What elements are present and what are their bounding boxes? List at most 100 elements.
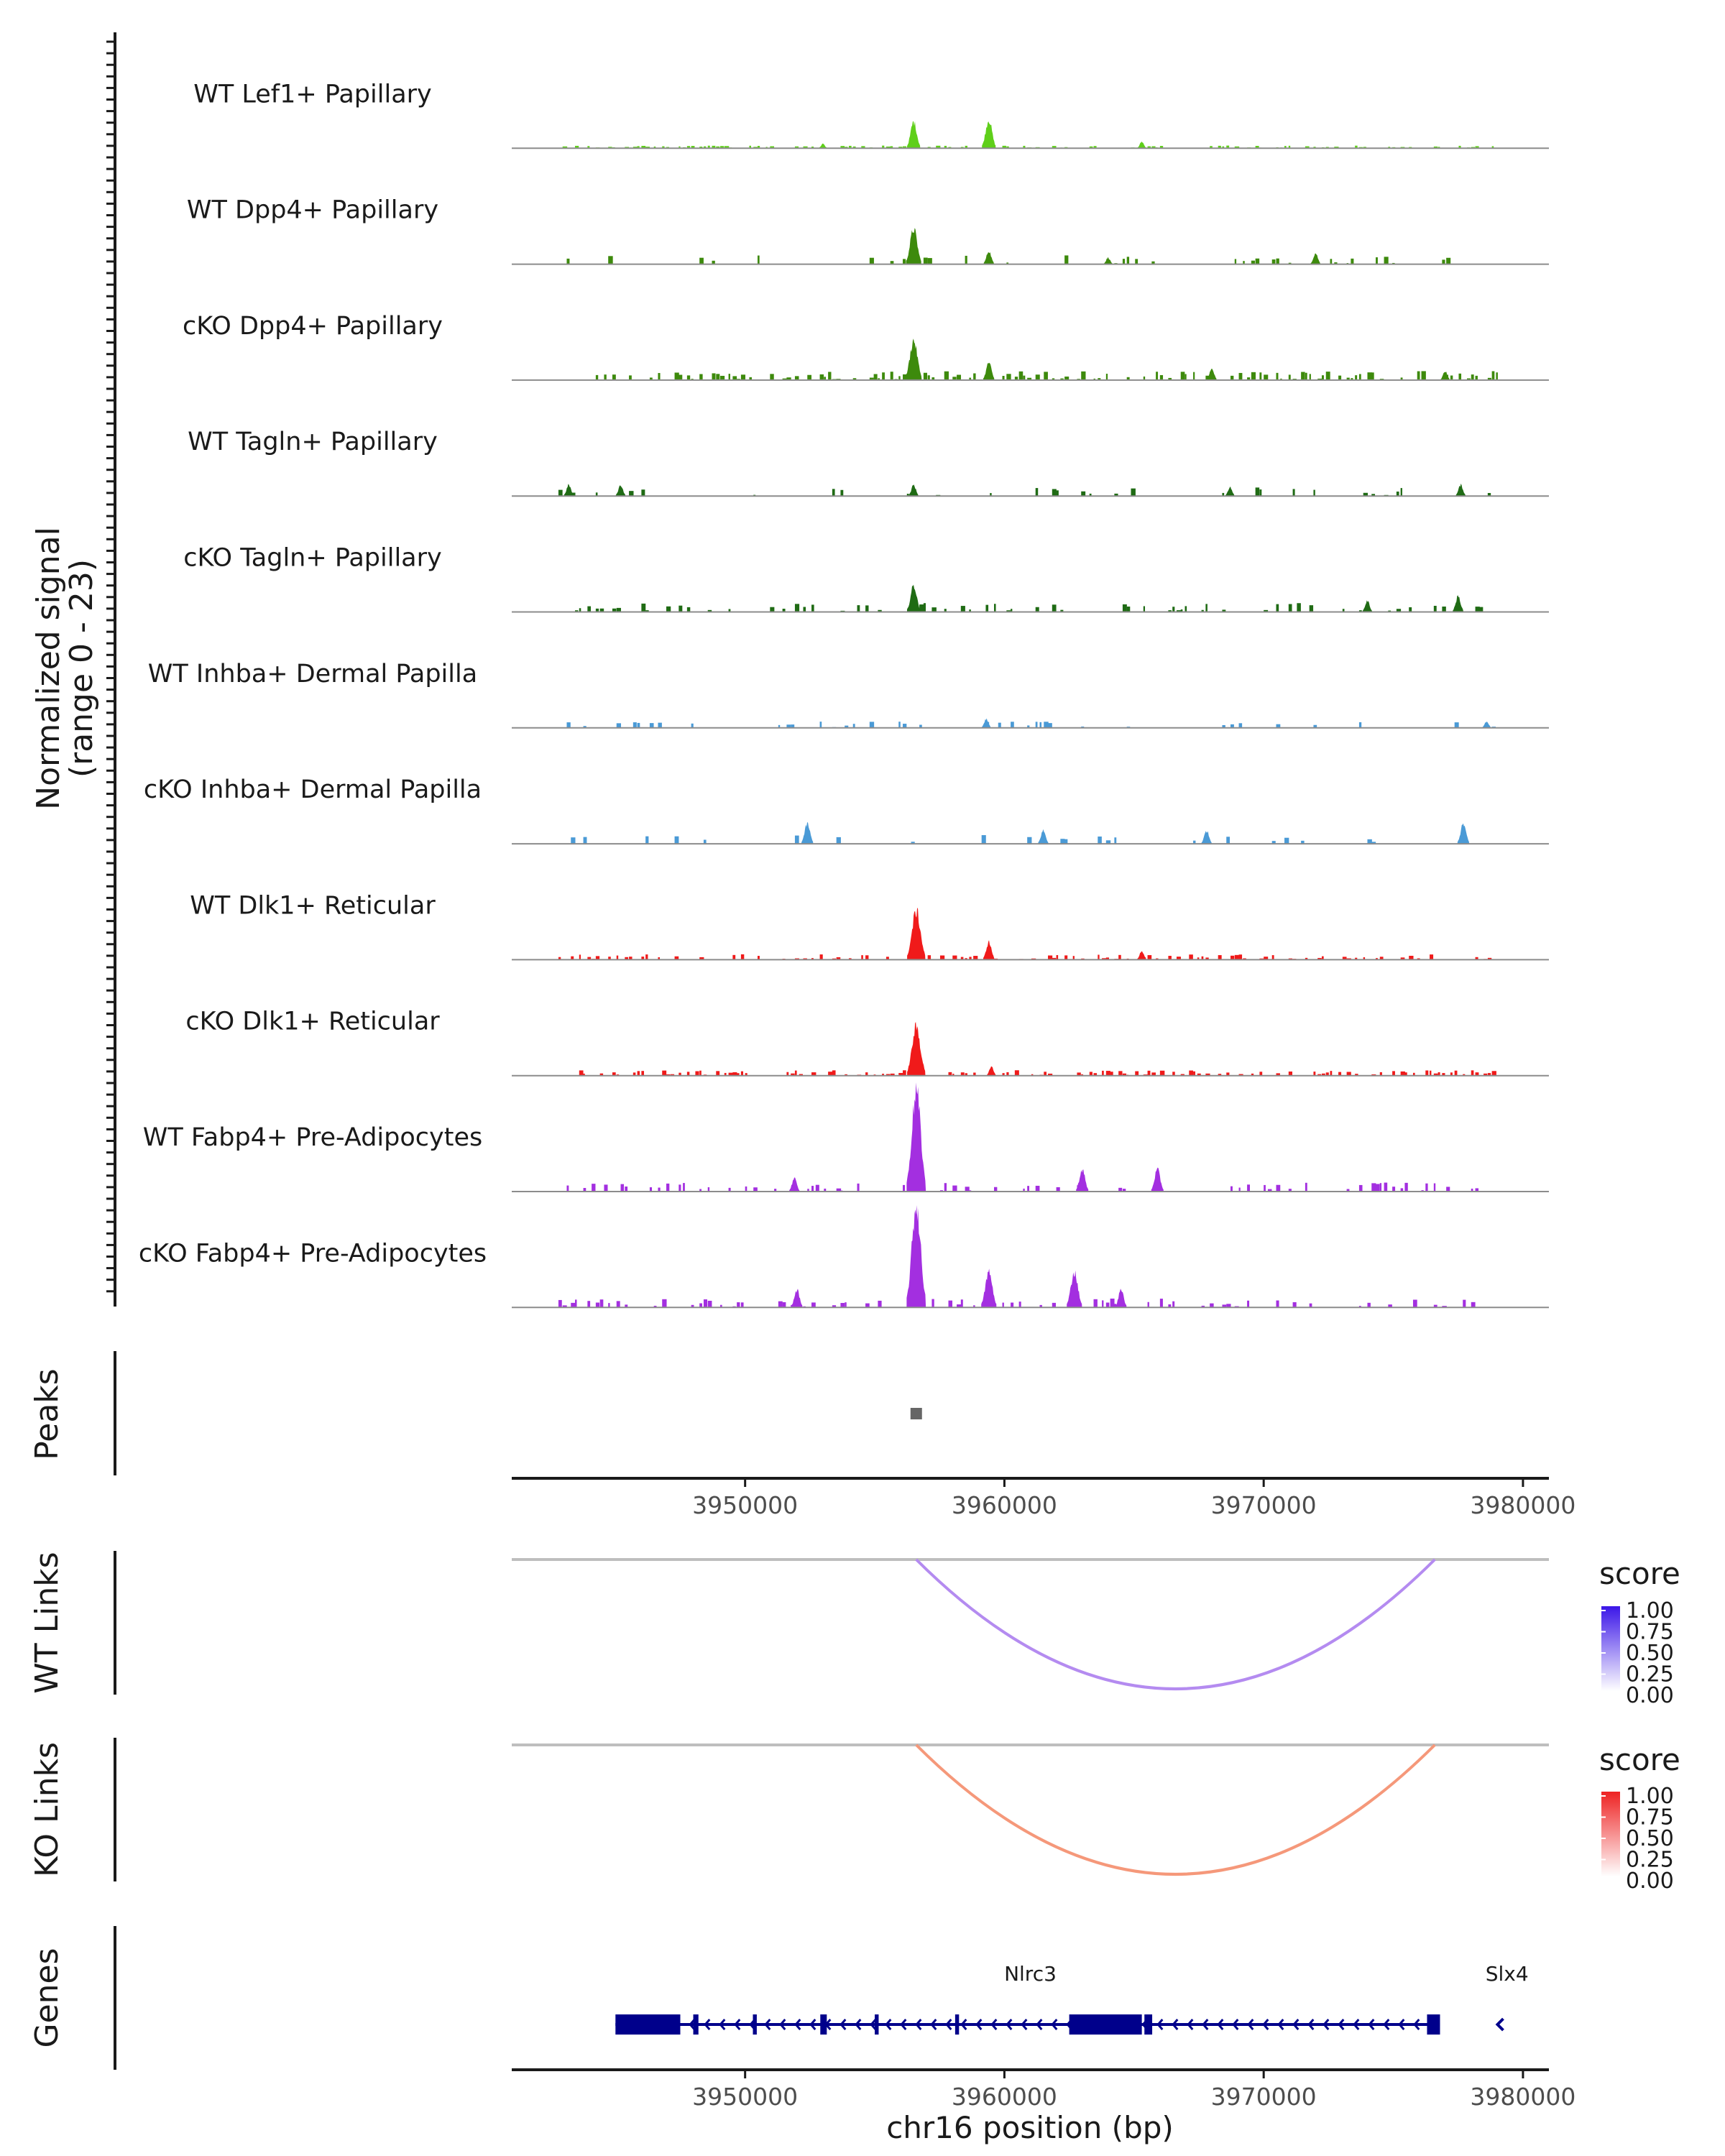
coverage-bar xyxy=(990,493,992,497)
coverage-peak xyxy=(1103,257,1113,264)
coverage-bar xyxy=(803,146,808,149)
coverage-track-label: WT Inhba+ Dermal Papilla xyxy=(148,660,477,688)
peak-regions xyxy=(910,1408,922,1419)
coverage-track-label: cKO Inhba+ Dermal Papilla xyxy=(144,775,482,804)
coverage-bar xyxy=(632,722,637,728)
strand-arrow xyxy=(975,2019,983,2030)
coverage-bar xyxy=(1491,146,1494,149)
coverage-bar xyxy=(1027,1186,1030,1192)
coverage-bar xyxy=(944,145,947,149)
coverage-bar xyxy=(1180,609,1183,612)
coverage-bar xyxy=(960,957,964,960)
coverage-bar xyxy=(1184,374,1187,380)
coverage-bar xyxy=(1176,957,1182,960)
coverage-track-wt-inhba-dermal-papilla: WT Inhba+ Dermal Papilla xyxy=(148,660,1549,729)
coverage-bar xyxy=(1234,146,1240,149)
coverage-bar xyxy=(616,607,621,612)
coverage-bar xyxy=(1052,1302,1056,1308)
coverage-bar xyxy=(1238,723,1243,728)
coverage-bar xyxy=(599,1073,604,1076)
coverage-bar xyxy=(890,261,894,264)
coverage-bar xyxy=(1271,955,1274,960)
ko-legend-labels: 1.000.750.500.250.00 xyxy=(1601,1784,1674,1894)
coverage-bar xyxy=(1305,1182,1307,1192)
coverage-bar xyxy=(927,258,932,264)
coverage-peak xyxy=(906,1082,926,1192)
coverage-bar xyxy=(1433,1183,1436,1192)
coverage-bar xyxy=(973,1305,975,1308)
coverage-track-wt-fabp4-pre-adipocytes: WT Fabp4+ Pre-Adipocytes xyxy=(143,1082,1549,1192)
coverage-track-cko-dpp4-papillary: cKO Dpp4+ Papillary xyxy=(183,312,1549,381)
coverage-bar xyxy=(1276,1184,1281,1192)
coverage-bar xyxy=(579,608,581,612)
coverage-bar xyxy=(919,724,922,728)
coverage-bar xyxy=(865,955,869,960)
coverage-bar xyxy=(1425,1070,1429,1076)
coverage-bar xyxy=(1159,146,1164,149)
wt-legend-colorbar xyxy=(1601,1606,1620,1691)
coverage-bar xyxy=(1105,957,1110,960)
coverage-bar xyxy=(737,1302,740,1308)
coverage-bar xyxy=(1379,1072,1382,1076)
coverage-bar xyxy=(1135,1071,1139,1076)
coverage-bar xyxy=(1491,371,1495,380)
coverage-bar xyxy=(1379,957,1384,960)
coverage-bar xyxy=(583,1073,585,1076)
coverage-bar xyxy=(948,1300,953,1308)
legend-label: 1.00 xyxy=(1626,1784,1674,1809)
coverage-bar xyxy=(612,1072,616,1076)
coverage-bar xyxy=(1338,1072,1342,1076)
coverage-bar xyxy=(1056,954,1059,960)
coverage-bar xyxy=(770,607,775,612)
coverage-bar xyxy=(828,372,832,380)
coverage-bar xyxy=(1388,147,1391,149)
coverage-peak xyxy=(906,121,921,149)
coverage-bar xyxy=(658,1187,661,1192)
coverage-bar xyxy=(1484,1073,1488,1076)
coverage-bar xyxy=(666,606,671,612)
gene-exon xyxy=(1144,2014,1153,2035)
coverage-bar xyxy=(1039,1304,1042,1308)
coverage-bar xyxy=(865,1303,870,1308)
coverage-bar xyxy=(1102,1070,1104,1076)
coverage-bar xyxy=(720,375,725,380)
coverage-bar xyxy=(1027,725,1030,728)
coverage-bar xyxy=(1450,375,1453,380)
coverage-bar xyxy=(1475,375,1478,380)
coverage-bar xyxy=(1346,1189,1350,1192)
coverage-track-label: cKO Dpp4+ Papillary xyxy=(183,312,443,341)
coverage-bar xyxy=(1105,374,1108,380)
coverage-bar xyxy=(903,1070,906,1076)
coverage-bar xyxy=(1105,1302,1110,1308)
coverage-bar xyxy=(1425,1183,1428,1192)
coverage-bar xyxy=(571,1302,576,1308)
coverage-bar xyxy=(1226,145,1230,149)
coverage-bar xyxy=(728,609,731,612)
coverage-bar xyxy=(716,146,720,149)
coverage-bar xyxy=(1433,146,1438,149)
coverage-peak xyxy=(983,252,994,264)
coverage-bar xyxy=(1122,1189,1126,1192)
coverage-bar xyxy=(886,146,891,149)
coverage-bar xyxy=(641,1071,645,1076)
coverage-peak xyxy=(1453,595,1464,612)
coverage-bar xyxy=(873,374,878,380)
coverage-bar xyxy=(1496,372,1498,380)
coverage-bar xyxy=(1284,837,1289,844)
coverage-bar xyxy=(952,955,957,960)
peak-region xyxy=(910,1408,922,1419)
coverage-bar xyxy=(745,1186,748,1192)
strand-arrow xyxy=(990,2019,998,2030)
coverage-bar xyxy=(1238,1074,1243,1076)
coverage-bar xyxy=(678,146,681,149)
coverage-peak xyxy=(981,718,991,728)
coverage-bar xyxy=(836,957,841,960)
coverage-track-label: WT Fabp4+ Pre-Adipocytes xyxy=(143,1123,482,1152)
strand-arrow xyxy=(1262,2019,1269,2030)
coverage-track-label: WT Tagln+ Papillary xyxy=(188,428,438,456)
coverage-bar xyxy=(1168,956,1172,960)
coverage-bar xyxy=(845,147,848,149)
x-axis-bottom-ticks: 3950000 3960000 3970000 3980000 xyxy=(692,2070,1576,2111)
coverage-bar xyxy=(965,1187,970,1192)
coverage-bar xyxy=(836,837,841,844)
